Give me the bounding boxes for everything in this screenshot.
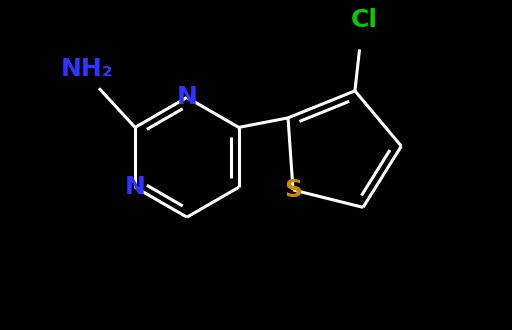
Text: S: S xyxy=(284,178,302,202)
Text: N: N xyxy=(177,85,197,110)
Text: N: N xyxy=(124,175,145,199)
Text: NH₂: NH₂ xyxy=(60,57,113,81)
Text: Cl: Cl xyxy=(351,8,378,32)
